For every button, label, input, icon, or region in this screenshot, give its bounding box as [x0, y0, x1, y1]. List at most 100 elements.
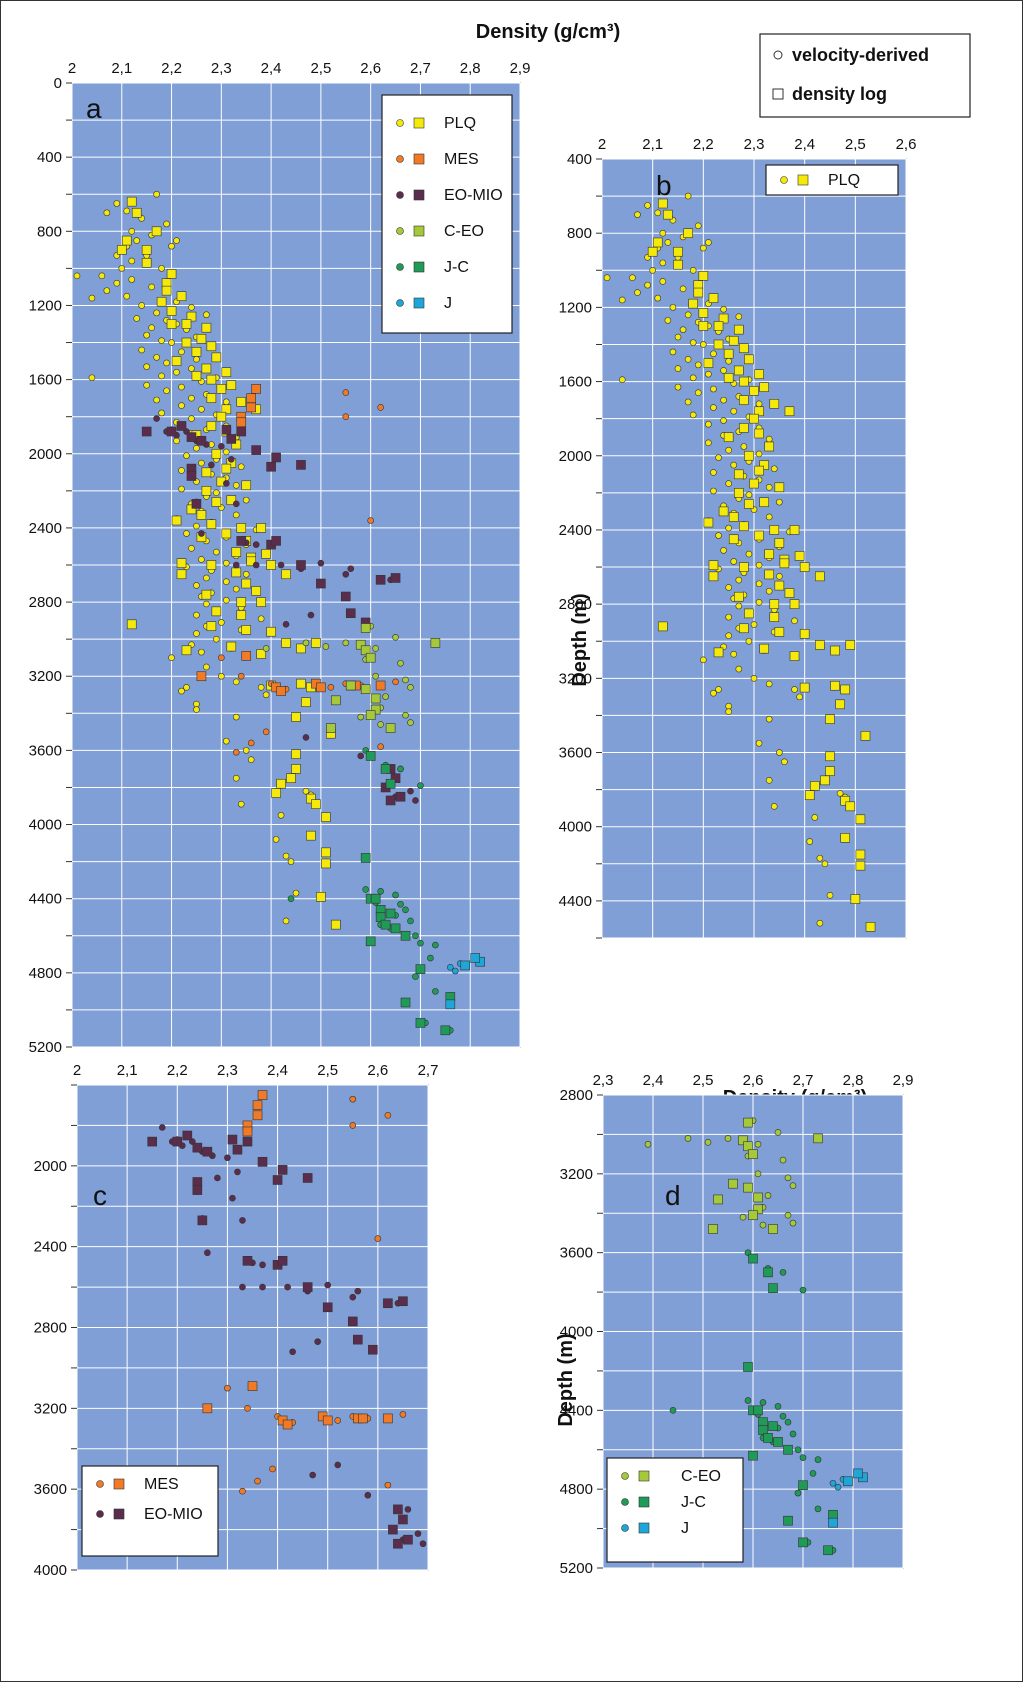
point-velocity-c-eo	[357, 713, 365, 721]
point-velocity-plq	[232, 713, 240, 721]
point-velocity-eo-mio	[239, 1217, 246, 1224]
point-density-plq	[241, 578, 252, 589]
point-density-c-eo	[365, 710, 376, 720]
point-velocity-mes	[349, 1095, 357, 1103]
point-density-eo-mio	[186, 471, 197, 481]
point-velocity-plq	[88, 294, 96, 302]
point-density-plq	[246, 556, 256, 567]
point-density-plq	[256, 649, 266, 659]
point-density-eo-mio	[251, 445, 261, 455]
point-density-eo-mio	[385, 795, 396, 806]
y-tick-label: 0	[54, 75, 62, 92]
point-velocity-c-eo	[342, 639, 350, 647]
point-velocity-plq	[183, 530, 190, 537]
point-velocity-c-eo	[704, 1139, 712, 1146]
point-velocity-j-c	[799, 1286, 807, 1294]
point-density-plq	[271, 788, 281, 798]
point-density-eo-mio	[403, 1534, 413, 1545]
point-density-eo-mio	[271, 452, 281, 463]
point-density-eo-mio	[340, 591, 351, 602]
point-velocity-plq	[720, 367, 727, 374]
point-density-plq	[860, 731, 871, 741]
point-density-plq	[206, 519, 217, 530]
point-velocity-plq	[715, 454, 722, 461]
point-density-mes	[202, 1403, 213, 1414]
point-density-plq	[855, 860, 866, 871]
x-tick-label: 2,2	[167, 1062, 188, 1079]
point-velocity-plq	[725, 632, 732, 639]
point-density-plq	[221, 367, 232, 378]
point-velocity-plq	[158, 337, 165, 344]
point-density-plq	[321, 812, 331, 822]
y-tick-label: 4400	[29, 891, 62, 908]
point-velocity-plq	[168, 654, 175, 661]
point-density-j	[470, 953, 481, 963]
point-density-plq	[754, 428, 764, 439]
point-density-j-c	[380, 919, 391, 930]
point-density-eo-mio	[257, 1156, 268, 1167]
point-velocity-j-c	[397, 765, 404, 773]
legend-circle-icon	[396, 155, 404, 163]
point-density-eo-mio	[182, 1130, 193, 1141]
point-velocity-plq	[173, 368, 180, 376]
point-velocity-c-eo	[784, 1174, 792, 1182]
point-density-plq	[226, 380, 237, 390]
point-velocity-plq	[88, 374, 96, 382]
point-velocity-eo-mio	[317, 559, 325, 567]
x-tick-label: 2,1	[117, 1062, 138, 1079]
legend-circle-icon	[621, 1498, 629, 1506]
point-density-j-c	[773, 1437, 783, 1447]
point-velocity-plq	[735, 602, 743, 610]
point-velocity-plq	[710, 350, 717, 358]
point-velocity-plq	[720, 417, 727, 424]
point-density-eo-mio	[192, 1185, 203, 1195]
point-density-plq	[221, 463, 232, 474]
point-velocity-eo-mio	[259, 1283, 266, 1291]
point-density-plq	[830, 645, 840, 656]
point-velocity-plq	[257, 615, 265, 623]
legend-square-icon	[413, 261, 425, 273]
point-velocity-plq	[684, 356, 692, 363]
point-velocity-plq	[730, 407, 738, 415]
point-velocity-plq	[765, 435, 773, 443]
point-velocity-plq	[302, 787, 310, 795]
point-velocity-mes	[327, 684, 335, 691]
point-velocity-plq	[188, 394, 195, 402]
point-density-plq	[835, 699, 845, 710]
legend-label: MES	[144, 1476, 179, 1493]
panel-c-points	[147, 1090, 427, 1549]
point-velocity-plq	[213, 489, 220, 497]
point-velocity-eo-mio	[364, 1491, 372, 1499]
point-velocity-plq	[287, 858, 295, 865]
point-density-j	[460, 960, 471, 971]
panel-b-grid	[601, 158, 907, 939]
point-velocity-plq	[811, 814, 819, 821]
point-density-plq	[739, 376, 749, 387]
point-density-plq	[769, 525, 780, 535]
point-density-plq	[733, 591, 744, 602]
point-density-c-eo	[748, 1149, 758, 1159]
point-velocity-j-c	[744, 1397, 752, 1404]
point-density-plq	[176, 569, 187, 580]
y-tick-label: 2400	[34, 1239, 67, 1256]
point-velocity-j-c	[432, 941, 439, 949]
point-velocity-c-eo	[322, 643, 330, 650]
point-velocity-mes	[262, 728, 270, 736]
point-density-plq	[241, 625, 252, 635]
legend-square-icon	[638, 1470, 650, 1482]
point-velocity-plq	[158, 372, 165, 380]
panel-a: 2 2,1 2,2 2,3 2,4 2,5 2,6 2,7 2,8 2,9 0 400 800 1200…	[29, 60, 531, 1056]
point-density-plq	[141, 258, 152, 268]
point-density-plq	[151, 226, 162, 237]
point-velocity-eo-mio	[214, 1174, 221, 1182]
point-velocity-plq	[730, 461, 738, 469]
point-velocity-eo-mio	[223, 480, 230, 487]
point-density-eo-mio	[398, 1514, 408, 1525]
legend-label: C-EO	[681, 1468, 721, 1485]
point-density-j-c	[823, 1545, 833, 1556]
point-velocity-plq	[198, 405, 205, 413]
point-velocity-plq	[720, 547, 727, 554]
point-density-plq	[176, 558, 187, 568]
point-density-plq	[723, 432, 734, 443]
point-density-plq	[739, 562, 749, 572]
